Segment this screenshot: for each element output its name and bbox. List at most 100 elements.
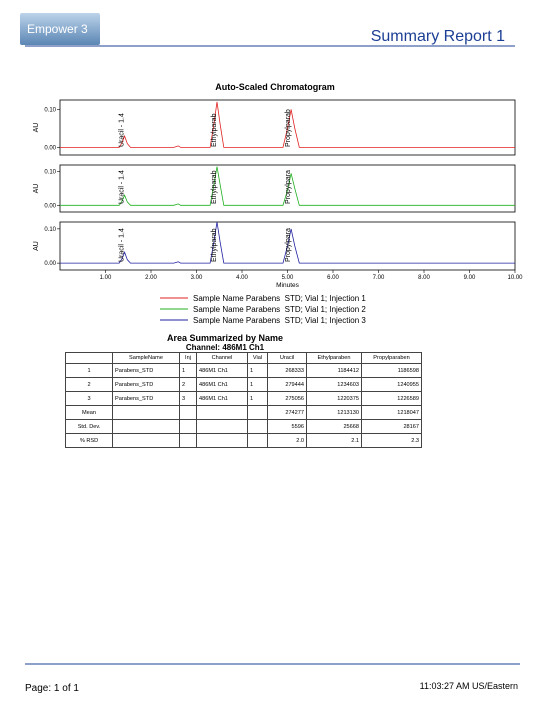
cell: 1 — [179, 363, 197, 378]
cell: 1234603 — [306, 377, 362, 392]
y-tick-label: 0.00 — [44, 145, 56, 151]
peak-label: Ethylparab — [211, 170, 218, 204]
x-tick-label: 3.00 — [191, 275, 203, 281]
trace — [60, 166, 515, 206]
cell: 25668 — [306, 419, 362, 434]
cell: 1226589 — [361, 391, 422, 406]
peak-label: Propylpara — [285, 170, 292, 204]
header-cell — [65, 352, 113, 364]
cell: 1218047 — [361, 405, 422, 420]
plot-frame — [59, 164, 516, 213]
table-row: % RSD 2.0 2.1 2.3 — [65, 433, 422, 448]
cell: 2.0 — [267, 433, 307, 448]
cell — [112, 419, 180, 434]
cell: Std. Dev. — [65, 419, 113, 434]
peak-label: Ethylparab — [211, 228, 218, 262]
cell: 274277 — [267, 405, 307, 420]
cell: 2 — [179, 377, 197, 392]
cell: % RSD — [65, 433, 113, 448]
plot-frame — [59, 99, 516, 156]
trace — [60, 221, 515, 264]
y-tick-label: 0.00 — [44, 203, 56, 209]
cell: 486M1 Ch1 — [196, 363, 248, 378]
x-tick-label: 5.00 — [282, 275, 294, 281]
cell: 1 — [65, 363, 113, 378]
header-cell: Propylparaben — [361, 352, 422, 364]
legend-label: Sample Name Parabens STD; Vial 1; Inject… — [193, 305, 366, 314]
table-row: 2 Parabens_STD 2 486M1 Ch1 1 279444 1234603 124… — [65, 377, 422, 392]
peak-label: Uracil - 1.4 — [119, 113, 126, 147]
y-tick-label: 0.00 — [44, 261, 56, 267]
cell: Parabens_STD — [112, 391, 180, 406]
table-row: Mean 274277 1213130 1218047 — [65, 405, 422, 420]
cell — [247, 433, 268, 448]
legend-label: Sample Name Parabens STD; Vial 1; Inject… — [193, 316, 366, 325]
cell — [179, 405, 197, 420]
header-cell: Uracil — [267, 352, 307, 364]
header-cell: Inj — [179, 352, 197, 364]
legend-label: Sample Name Parabens STD; Vial 1; Inject… — [193, 294, 366, 303]
x-tick-label: 1.00 — [100, 275, 112, 281]
cell: 486M1 Ch1 — [196, 377, 248, 392]
x-tick-label: 2.00 — [145, 275, 157, 281]
header-cell: Channel — [196, 352, 248, 364]
timestamp: 11:03:27 AM US/Eastern — [420, 681, 518, 691]
x-tick-label: 8.00 — [418, 275, 430, 281]
header-cell: SampleName — [112, 352, 180, 364]
cell: 28167 — [361, 419, 422, 434]
peak-label: Ethylparab — [211, 113, 218, 147]
cell: 486M1 Ch1 — [196, 391, 248, 406]
cell: 1186598 — [361, 363, 422, 378]
y-axis-label: AU — [33, 241, 40, 251]
logo-box — [20, 13, 100, 45]
y-tick-label: 0.10 — [44, 227, 56, 233]
cell: 1 — [247, 391, 268, 406]
peak-label: Propylpara — [285, 228, 292, 262]
cell: 2.3 — [361, 433, 422, 448]
x-tick-label: 6.00 — [327, 275, 339, 281]
cell — [247, 405, 268, 420]
cell: 2.1 — [306, 433, 362, 448]
cell — [196, 433, 248, 448]
header-cell: Vial — [247, 352, 268, 364]
cell — [179, 433, 197, 448]
y-tick-label: 0.10 — [44, 107, 56, 113]
cell: 5596 — [267, 419, 307, 434]
cell: 2 — [65, 377, 113, 392]
x-tick-label: 10.00 — [507, 275, 523, 281]
table-header: SampleName Inj Channel Vial Uracil Ethylparab… — [65, 352, 422, 364]
cell: 1 — [247, 363, 268, 378]
cell: 1220375 — [306, 391, 362, 406]
x-tick-label: 7.00 — [373, 275, 385, 281]
peak-label: Uracil - 1.4 — [119, 170, 126, 204]
cell: 1184412 — [306, 363, 362, 378]
peak-label: Propylparab — [285, 109, 292, 147]
cell — [196, 419, 248, 434]
x-tick-label: 9.00 — [464, 275, 476, 281]
cell: Parabens_STD — [112, 363, 180, 378]
cell: Mean — [65, 405, 113, 420]
trace — [60, 101, 515, 148]
cell: 1240955 — [361, 377, 422, 392]
cell — [247, 419, 268, 434]
page-number: Page: 1 of 1 — [25, 683, 79, 694]
cell: 3 — [179, 391, 197, 406]
cell — [112, 433, 180, 448]
cell — [179, 419, 197, 434]
report-title: Summary Report 1 — [371, 28, 505, 45]
cell: 279444 — [267, 377, 307, 392]
logo: Empower 3 — [27, 22, 88, 36]
cell: Parabens_STD — [112, 377, 180, 392]
cell: 3 — [65, 391, 113, 406]
cell: 275056 — [267, 391, 307, 406]
table-title: Area Summarized by Name — [167, 333, 283, 343]
y-axis-label: AU — [33, 184, 40, 194]
cell — [112, 405, 180, 420]
cell — [196, 405, 248, 420]
cell: 1 — [247, 377, 268, 392]
y-tick-label: 0.10 — [44, 170, 56, 176]
summary-table: SampleName Inj Channel Vial Uracil Ethylparab… — [65, 352, 422, 448]
table-row: 1 Parabens_STD 1 486M1 Ch1 1 268333 1184412 118… — [65, 363, 422, 378]
